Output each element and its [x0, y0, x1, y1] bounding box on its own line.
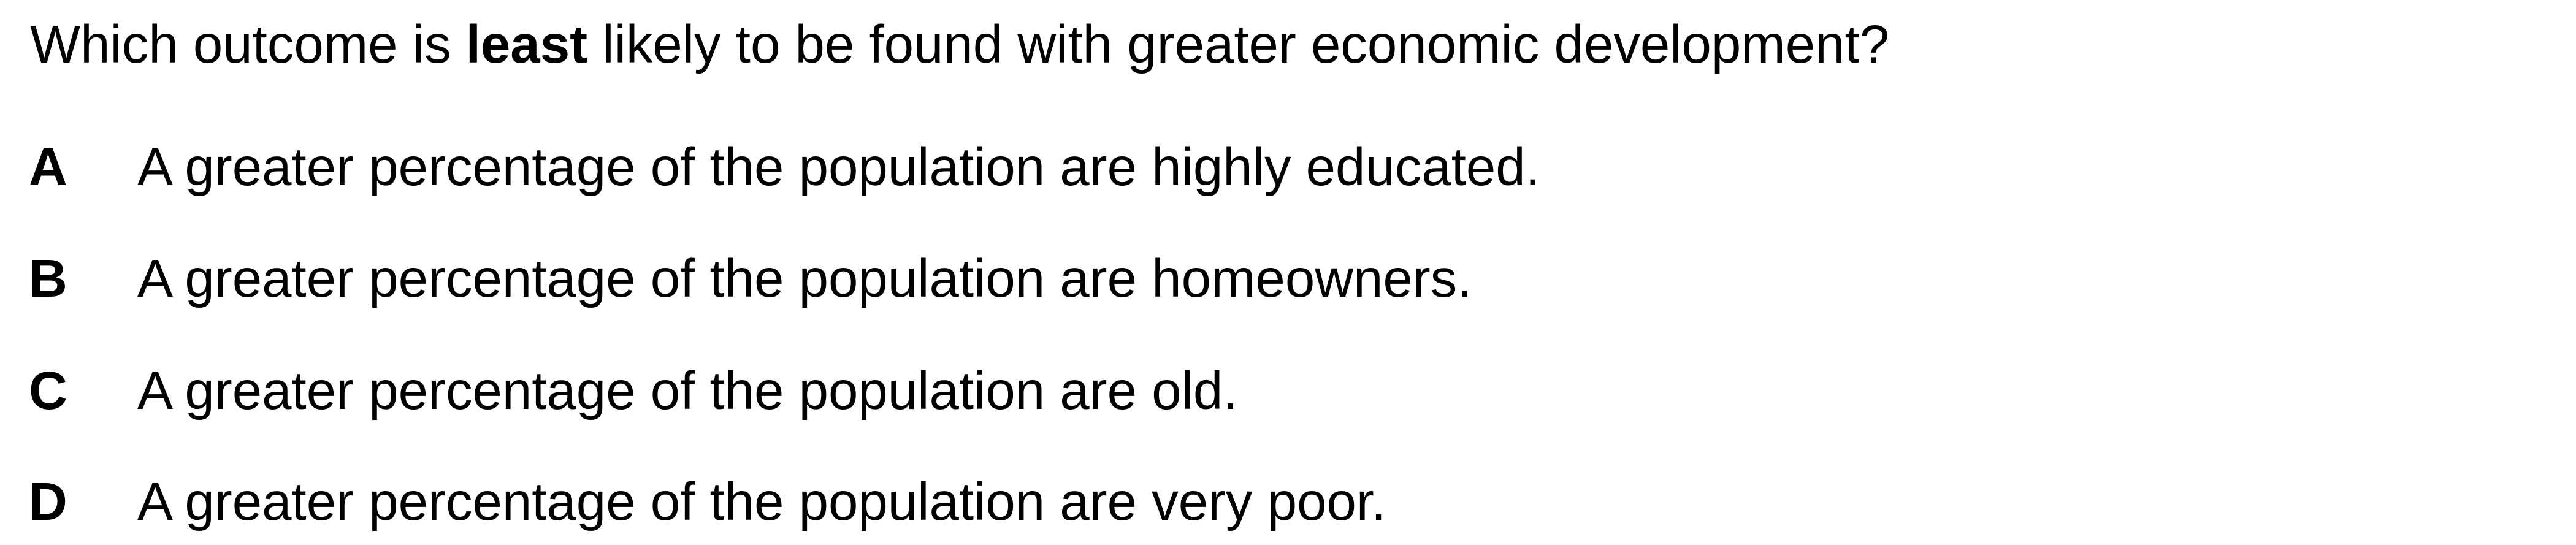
option-letter: B: [29, 249, 67, 308]
option-letter: D: [29, 472, 67, 532]
question-suffix: likely to be found with greater economic…: [587, 15, 1890, 74]
question-stem: Which outcome is least likely to be foun…: [30, 11, 1889, 78]
option-text: A greater percentage of the population a…: [137, 472, 1386, 532]
question-emphasis: least: [465, 15, 588, 74]
option-letter: C: [29, 361, 67, 421]
question-prefix: Which outcome is: [30, 15, 466, 74]
option-letter: A: [29, 137, 67, 197]
option-text: A greater percentage of the population a…: [137, 249, 1472, 308]
option-text: A greater percentage of the population a…: [137, 361, 1238, 421]
answer-option-c[interactable]: C A greater percentage of the population…: [0, 357, 2576, 425]
option-text: A greater percentage of the population a…: [137, 137, 1540, 197]
answer-option-d[interactable]: D A greater percentage of the population…: [0, 468, 2576, 536]
answer-option-b[interactable]: B A greater percentage of the population…: [0, 245, 2576, 313]
answer-option-a[interactable]: A A greater percentage of the population…: [0, 134, 2576, 201]
